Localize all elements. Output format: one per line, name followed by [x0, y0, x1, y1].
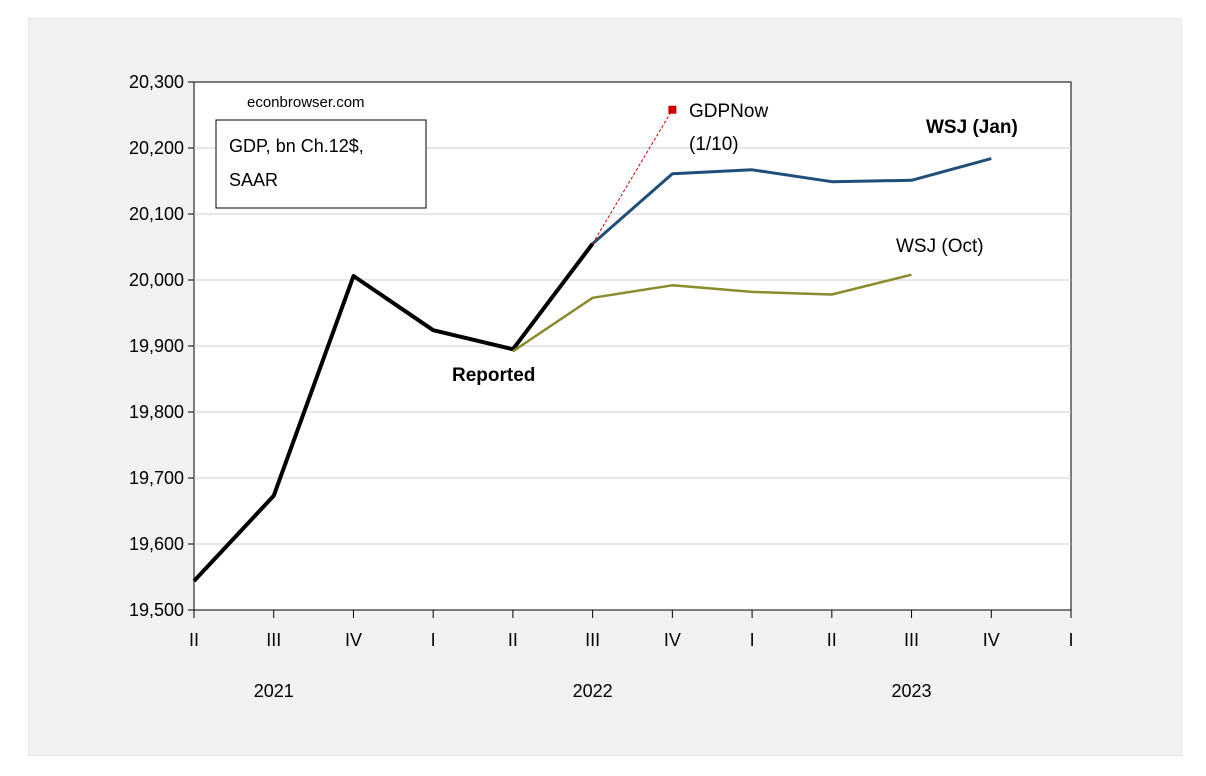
- gridlines-overlay: [194, 147, 1071, 545]
- gdp-chart: 19,500 19,600 19,700 19,800 19,900 20,000 20,1…: [129, 72, 1074, 701]
- x-tick-label: II: [189, 630, 199, 650]
- y-tick-label: 20,300: [129, 72, 184, 92]
- year-label: 2022: [573, 681, 613, 701]
- series-layer: [192, 105, 992, 583]
- y-tick-label: 20,100: [129, 204, 184, 224]
- x-tick-label: IV: [345, 630, 362, 650]
- x-tick-label: IV: [664, 630, 681, 650]
- gdpnow-marker: [668, 105, 677, 114]
- y-tick-label: 19,700: [129, 468, 184, 488]
- series-line-reported: [192, 242, 595, 583]
- x-tick-label: III: [904, 630, 919, 650]
- y-tick-label: 20,200: [129, 138, 184, 158]
- chart-card: 19,500 19,600 19,700 19,800 19,900 20,000 20,1…: [28, 18, 1182, 756]
- source-label: econbrowser.com: [247, 94, 365, 111]
- wsj-oct-label: WSJ (Oct): [896, 236, 984, 257]
- series-line-wsj-oct: [512, 273, 912, 353]
- year-label: 2021: [254, 681, 294, 701]
- gdpnow-date-label: (1/10): [689, 134, 739, 155]
- y-tick-label: 19,500: [129, 600, 184, 620]
- x-tick-label: I: [1068, 630, 1073, 650]
- series-line-gdpnow: [592, 109, 673, 244]
- x-tick-label: II: [827, 630, 837, 650]
- x-tick-label: IV: [983, 630, 1000, 650]
- legend-box: [215, 119, 427, 209]
- x-tick-label: I: [750, 630, 755, 650]
- series-line-wsj-jan: [591, 157, 992, 245]
- reported-label: Reported: [452, 365, 535, 386]
- x-tick-label: III: [585, 630, 600, 650]
- y-tick-label: 19,800: [129, 402, 184, 422]
- x-tick-label: II: [508, 630, 518, 650]
- x-tick-label: III: [266, 630, 281, 650]
- legend-line-2: SAAR: [229, 170, 278, 190]
- gdpnow-label: GDPNow: [689, 101, 768, 122]
- year-label: 2023: [892, 681, 932, 701]
- y-tick-label: 19,900: [129, 336, 184, 356]
- y-axis: 19,500 19,600 19,700 19,800 19,900 20,000 20,1…: [129, 72, 194, 620]
- wsj-jan-label: WSJ (Jan): [926, 117, 1018, 138]
- y-tick-label: 20,000: [129, 270, 184, 290]
- x-tick-label: I: [431, 630, 436, 650]
- legend-line-1: GDP, bn Ch.12$,: [229, 136, 364, 156]
- y-tick-label: 19,600: [129, 534, 184, 554]
- label-layer: econbrowser.com GDP, bn Ch.12$, SAAR Rep…: [215, 94, 1018, 386]
